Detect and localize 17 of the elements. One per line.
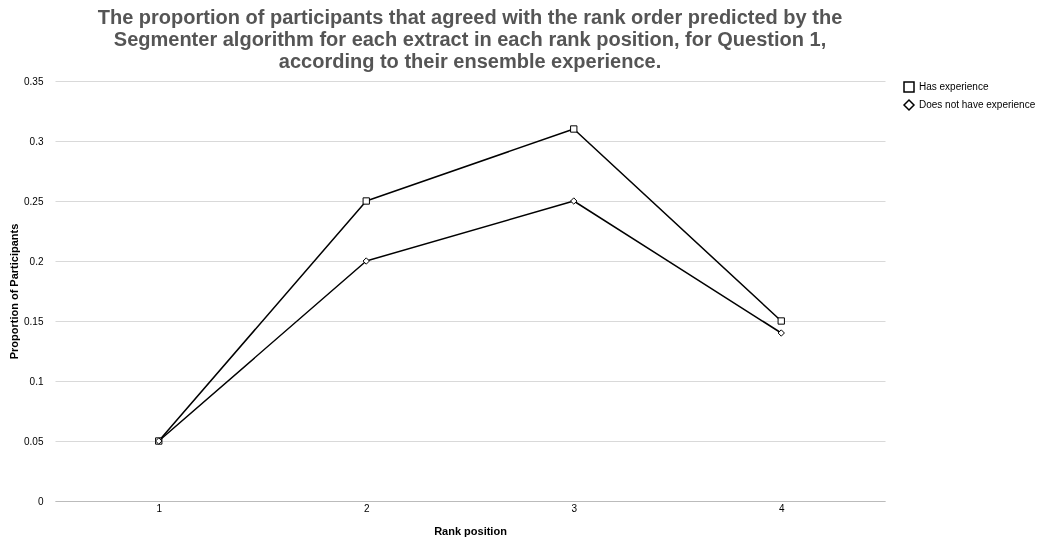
x-tick-label: 4 (778, 502, 785, 514)
legend-label: Does not have experience (919, 99, 1036, 110)
legend-label: Has experience (919, 81, 989, 92)
y-tick-label: 0.3 (29, 135, 44, 147)
y-tick-label: 0 (37, 495, 44, 507)
y-tick-label: 0.2 (29, 255, 44, 267)
y-axis-title: Proportion of Participants (8, 223, 21, 360)
x-axis-title: Rank position (434, 524, 508, 537)
x-tick-label: 2 (363, 502, 370, 514)
y-tick-label: 0.1 (29, 375, 44, 387)
y-tick-label: 0.15 (24, 315, 44, 327)
y-tick-label: 0.35 (24, 75, 44, 87)
chart-title: The proportion of participants that agreed with the rank order predicted by the Segmenter algorithm for each extract in each rank position, for Question 1, according to their ensemble experience. (97, 6, 843, 72)
x-tick-label: 1 (156, 502, 163, 514)
y-tick-label: 0.25 (24, 195, 44, 207)
y-tick-label: 0.05 (24, 435, 44, 447)
x-tick-label: 3 (571, 502, 578, 514)
